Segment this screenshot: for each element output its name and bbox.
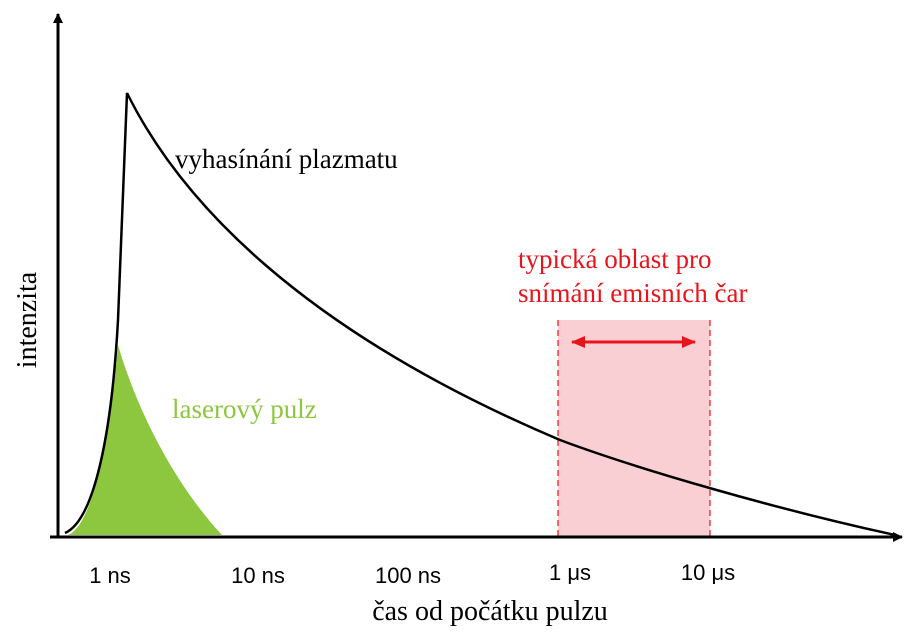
x-axis-label: čas od počátku pulzu (372, 596, 608, 627)
x-tick-label: 1 μs (549, 560, 591, 585)
measurement-region (558, 320, 710, 537)
laser-pulse (68, 345, 222, 535)
y-axis-label: intenzita (12, 271, 43, 368)
x-tick-label: 10 μs (681, 560, 735, 585)
x-tick-label: 100 ns (375, 563, 441, 588)
laser-label: laserový pulz (172, 394, 317, 424)
x-tick-label: 1 ns (89, 563, 131, 588)
region-label: snímání emisních čar (518, 278, 747, 308)
plasma-label: vyhasínání plazmatu (175, 144, 398, 174)
region-label: typická oblast pro (518, 244, 711, 274)
plasma-curve (64, 92, 896, 537)
x-tick-label: 10 ns (231, 563, 285, 588)
